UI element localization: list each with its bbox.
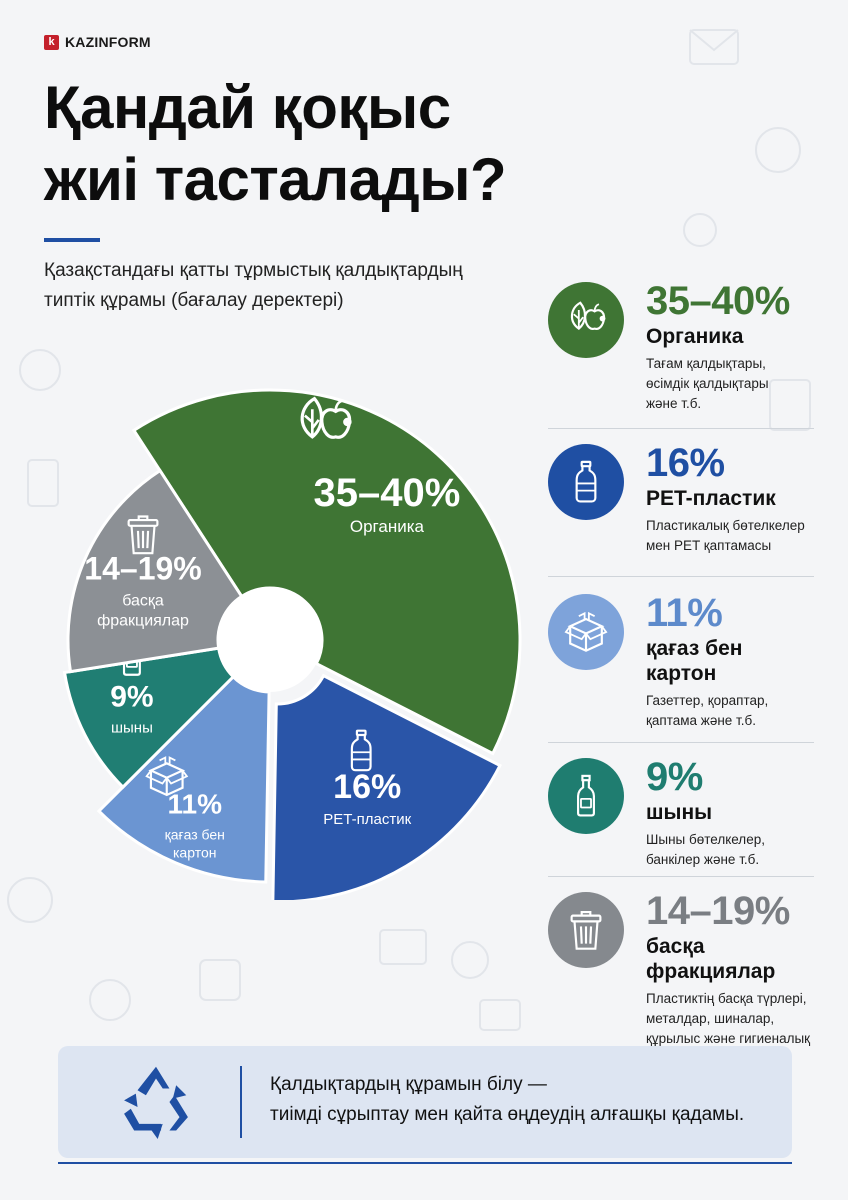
pie-pct-label: 35–40% xyxy=(314,471,461,515)
legend-divider xyxy=(548,428,814,429)
legend-name: PET-пластик xyxy=(646,487,776,510)
title-underline xyxy=(44,238,100,242)
legend-percent: 14–19% xyxy=(646,889,790,933)
info-banner: Қалдықтардың құрамын білу — тиімді сұрып… xyxy=(58,1046,792,1158)
pie-name-label: қағаз бен xyxy=(165,826,225,842)
pie-name-label: фракциялар xyxy=(97,612,189,629)
pie-label-pet: 16% PET-пластик xyxy=(323,729,412,828)
legend-item-other: 14–19% басқа фракциялар Пластиктің басқа т… xyxy=(548,888,818,1069)
legend-icon-badge xyxy=(548,758,624,834)
legend-icon-badge xyxy=(548,594,624,670)
pie-pct-label: 11% xyxy=(167,788,222,819)
legend-description-line: қаптама және т.б. xyxy=(646,713,756,728)
page-title: Қандай қоқыс жиі тасталады? xyxy=(44,72,664,216)
legend-name: шыны xyxy=(646,801,713,824)
box-icon xyxy=(564,611,608,652)
legend-divider xyxy=(548,576,814,577)
glass-bottle-icon xyxy=(577,774,595,817)
composition-pie-chart: 35–40% Органика 16% PET-пластик 11% қағаз б… xyxy=(62,388,522,900)
pie-name-label: картон xyxy=(173,844,216,860)
banner-line-2: тиімді сұрыптау мен қайта өңдеудің алғаш… xyxy=(270,1104,745,1125)
legend-description: Газеттер, қораптар, қаптама және т.б. xyxy=(646,691,818,731)
brand-name: KAZINFORM xyxy=(65,34,151,50)
organic-icon xyxy=(300,396,352,439)
brand-logo[interactable]: k KAZINFORM xyxy=(44,34,151,50)
legend-divider xyxy=(548,876,814,877)
legend-name: қағаз бен картон xyxy=(646,637,743,685)
legend-percent: 16% xyxy=(646,441,725,485)
pie-slice-pet xyxy=(271,673,502,900)
legend-description-line: құрылыс және гигиеналық xyxy=(646,1031,811,1046)
legend-percent: 35–40% xyxy=(646,279,790,323)
plastic-bottle-icon xyxy=(350,729,372,772)
pie-label-glass: 9% шыны xyxy=(110,634,154,736)
title-line-2: жиі тасталады? xyxy=(44,146,507,213)
legend-item-organic: 35–40% Органика Тағам қалдықтары, өсімдік қ… xyxy=(548,278,818,414)
pie-name-label: PET-пластик xyxy=(323,811,411,828)
legend-icon-badge xyxy=(548,282,624,358)
legend-icon-badge xyxy=(548,892,624,968)
plastic-bottle-icon xyxy=(575,460,597,503)
pie-pct-label: 9% xyxy=(110,680,153,713)
pie-label-paper: 11% қағаз бен картон xyxy=(145,756,225,860)
legend-description: Шыны бөтелкелер, банкілер және т.б. xyxy=(646,830,818,870)
legend-description-line: мен PET қаптамасы xyxy=(646,538,772,553)
legend-description: Пластикалық бөтелкелер мен PET қаптамасы xyxy=(646,516,818,556)
legend-percent: 11% xyxy=(646,591,723,635)
pie-slice-other xyxy=(66,468,244,674)
legend-item-paper: 11% қағаз бен картон Газеттер, қораптар, қа… xyxy=(548,590,818,731)
legend-description-line: банкілер және т.б. xyxy=(646,852,760,867)
legend-name: басқа фракциялар xyxy=(646,935,776,983)
pie-label-organic: 35–40% Органика xyxy=(300,396,461,536)
pie-pct-label: 16% xyxy=(333,768,401,806)
pie-name-label: Органика xyxy=(350,517,425,536)
legend-description-line: өсімдік қалдықтары xyxy=(646,376,769,391)
legend-description-line: металдар, шиналар, xyxy=(646,1011,775,1026)
banner-message: Қалдықтардың құрамын білу — тиімді сұрып… xyxy=(270,1070,744,1130)
trash-bin-icon xyxy=(570,910,602,950)
legend-description-line: және т.б. xyxy=(646,396,702,411)
pie-pct-label: 14–19% xyxy=(84,550,201,586)
legend-description-line: Газеттер, қораптар, xyxy=(646,693,769,708)
banner-line-1: Қалдықтардың құрамын білу — xyxy=(270,1074,547,1095)
legend-text: 14–19% басқа фракциялар Пластиктің басқа т… xyxy=(646,888,818,1069)
legend-description-line: Пластиктің басқа түрлері, xyxy=(646,991,807,1006)
legend-text: 9% шыны Шыны бөтелкелер, банкілер және т.б. xyxy=(646,754,818,870)
brand-mark: k xyxy=(44,34,59,50)
legend-description-line: Шыны бөтелкелер, xyxy=(646,832,765,847)
subtitle-line-2: типтік құрамы (бағалау деректері) xyxy=(44,290,344,311)
legend-item-glass: 9% шыны Шыны бөтелкелер, банкілер және т.б. xyxy=(548,754,818,870)
pie-name-label: басқа xyxy=(122,592,164,609)
legend-percent: 9% xyxy=(646,755,703,799)
legend-name: Органика xyxy=(646,325,744,348)
legend-icon-badge xyxy=(548,444,624,520)
recycle-icon xyxy=(124,1066,188,1139)
legend-text: 16% PET-пластик Пластикалық бөтелкелер мен … xyxy=(646,440,818,556)
trash-bin-icon xyxy=(127,515,159,555)
legend-description-line: Тағам қалдықтары, xyxy=(646,356,766,371)
legend-item-pet: 16% PET-пластик Пластикалық бөтелкелер мен … xyxy=(548,440,818,556)
pie-label-other: 14–19% басқа фракциялар xyxy=(84,515,202,629)
bottom-rule xyxy=(58,1162,792,1164)
page-subtitle: Қазақстандағы қатты тұрмыстық қалдықтард… xyxy=(44,256,544,316)
legend-divider xyxy=(548,742,814,743)
pie-center-hole xyxy=(218,588,322,692)
organic-icon xyxy=(570,301,606,330)
box-icon xyxy=(145,756,189,797)
pie-name-label: шыны xyxy=(111,719,153,736)
banner-divider xyxy=(240,1066,242,1138)
legend-text: 35–40% Органика Тағам қалдықтары, өсімдік қ… xyxy=(646,278,818,414)
legend-description: Тағам қалдықтары, өсімдік қалдықтары және … xyxy=(646,354,818,414)
subtitle-line-1: Қазақстандағы қатты тұрмыстық қалдықтард… xyxy=(44,260,463,281)
legend-description-line: Пластикалық бөтелкелер xyxy=(646,518,805,533)
legend-text: 11% қағаз бен картон Газеттер, қораптар, қа… xyxy=(646,590,818,731)
title-line-1: Қандай қоқыс xyxy=(44,74,451,141)
